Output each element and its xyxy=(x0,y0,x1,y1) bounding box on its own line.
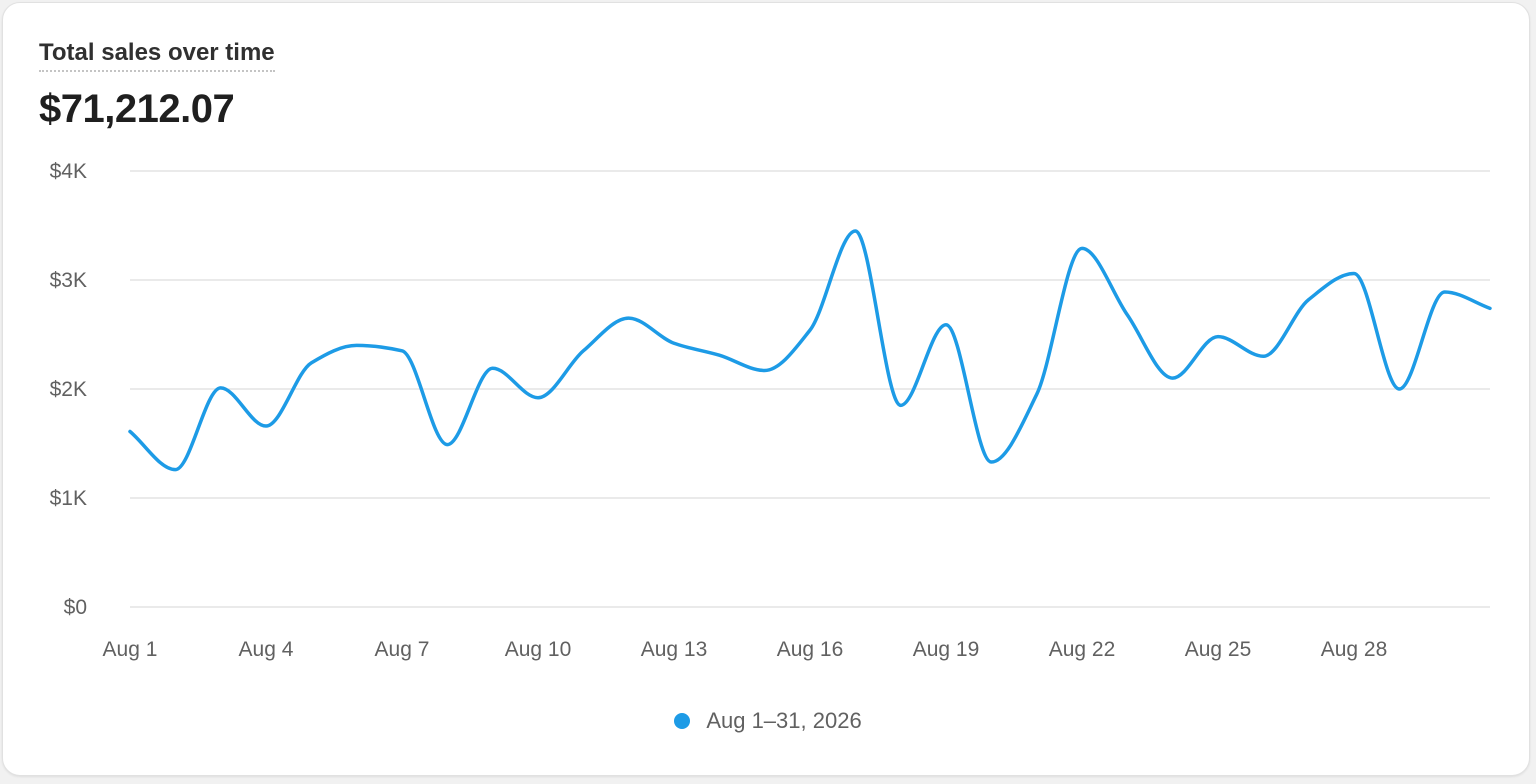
data-point[interactable] xyxy=(852,228,858,234)
data-point[interactable] xyxy=(1034,391,1040,397)
x-tick-label: Aug 4 xyxy=(239,638,294,661)
data-point[interactable] xyxy=(1487,305,1493,311)
data-point[interactable] xyxy=(1124,312,1130,318)
data-point[interactable] xyxy=(1351,270,1357,276)
chart-legend[interactable]: Aug 1–31, 2026 xyxy=(0,708,1536,734)
data-point[interactable] xyxy=(898,402,904,408)
x-tick-label: Aug 1 xyxy=(103,638,158,661)
data-point[interactable] xyxy=(1215,334,1221,340)
data-point[interactable] xyxy=(1079,245,1085,251)
x-tick-label: Aug 13 xyxy=(641,638,708,661)
x-tick-label: Aug 19 xyxy=(913,638,980,661)
data-point[interactable] xyxy=(399,348,405,354)
total-sales-value: $71,212.07 xyxy=(39,87,235,131)
data-point[interactable] xyxy=(1396,386,1402,392)
data-point[interactable] xyxy=(490,365,496,371)
x-tick-label: Aug 7 xyxy=(375,638,430,661)
data-point[interactable] xyxy=(807,327,813,333)
y-axis: $0 $1K $2K $3K $4K xyxy=(50,160,87,619)
y-tick-label: $3K xyxy=(50,269,87,292)
data-point[interactable] xyxy=(1306,297,1312,303)
data-point[interactable] xyxy=(308,360,314,366)
x-tick-label: Aug 10 xyxy=(505,638,572,661)
x-tick-label: Aug 28 xyxy=(1321,638,1388,661)
legend-marker xyxy=(674,713,691,729)
y-tick-label: $0 xyxy=(64,596,87,619)
y-tick-label: $2K xyxy=(50,378,87,401)
data-point[interactable] xyxy=(1170,375,1176,381)
series-group xyxy=(127,228,1493,473)
data-point[interactable] xyxy=(354,342,360,348)
data-point[interactable] xyxy=(716,352,722,358)
data-point[interactable] xyxy=(172,467,178,473)
data-point[interactable] xyxy=(762,367,768,373)
data-point[interactable] xyxy=(263,423,269,429)
x-axis: Aug 1 Aug 4 Aug 7 Aug 10 Aug 13 Aug 16 Aug 19 A… xyxy=(103,638,1388,661)
x-tick-label: Aug 16 xyxy=(777,638,844,661)
data-point[interactable] xyxy=(580,348,586,354)
x-tick-label: Aug 25 xyxy=(1185,638,1252,661)
x-tick-label: Aug 22 xyxy=(1049,638,1116,661)
data-point[interactable] xyxy=(943,322,949,328)
chart-title[interactable]: Total sales over time xyxy=(39,39,275,72)
data-point[interactable] xyxy=(127,429,133,435)
legend-label: Aug 1–31, 2026 xyxy=(706,708,862,733)
data-point[interactable] xyxy=(626,315,632,321)
y-tick-label: $4K xyxy=(50,160,87,183)
data-point[interactable] xyxy=(1442,289,1448,295)
data-point[interactable] xyxy=(988,459,994,465)
data-point[interactable] xyxy=(444,442,450,448)
data-point[interactable] xyxy=(671,340,677,346)
data-point[interactable] xyxy=(218,385,224,391)
data-point[interactable] xyxy=(535,395,541,401)
grid-lines xyxy=(130,170,1490,608)
y-tick-label: $1K xyxy=(50,487,87,510)
data-point[interactable] xyxy=(1260,353,1266,359)
series-line[interactable] xyxy=(128,229,1492,472)
